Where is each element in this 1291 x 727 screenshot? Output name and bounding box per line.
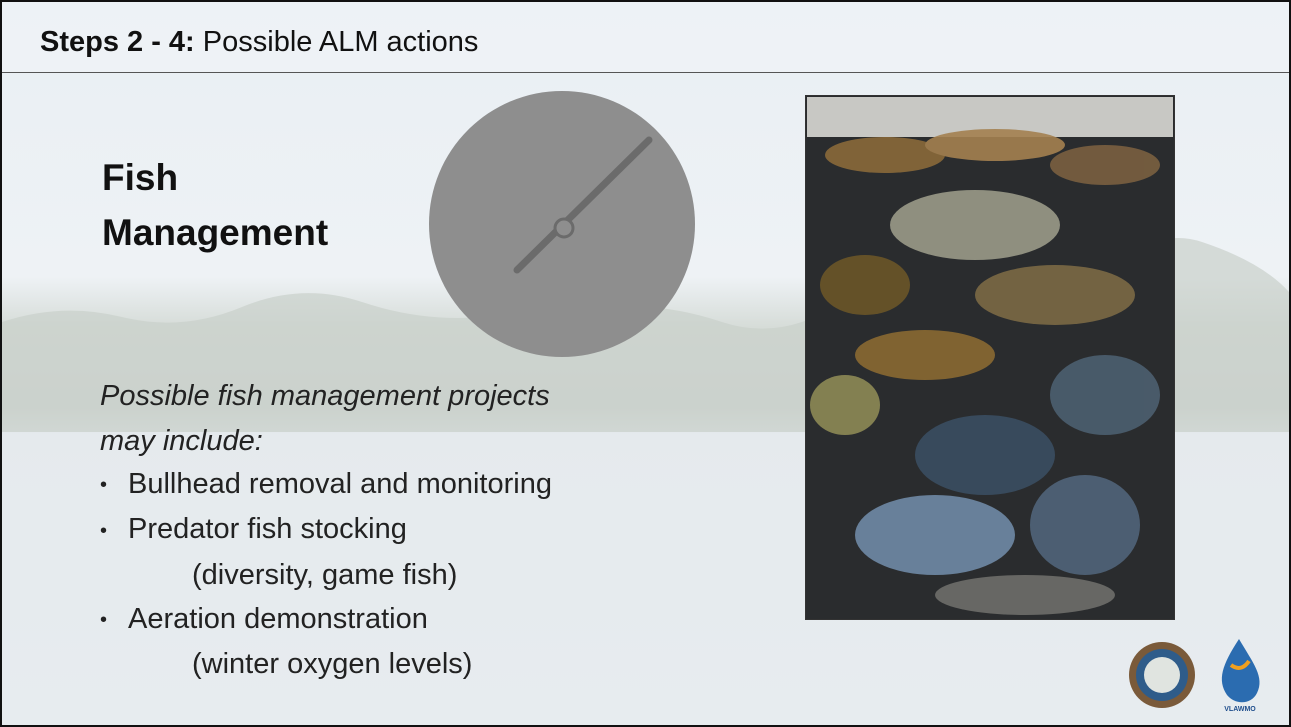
intro-text: Possible fish management projects may in… bbox=[100, 374, 550, 464]
header: Steps 2 - 4: Possible ALM actions bbox=[2, 2, 1289, 73]
heading-line: Fish bbox=[102, 150, 328, 205]
slide: Steps 2 - 4: Possible ALM actions Fish M… bbox=[0, 0, 1291, 727]
intro-line: may include: bbox=[100, 419, 550, 464]
gauge-icon bbox=[427, 90, 697, 360]
intro-line: Possible fish management projects bbox=[100, 374, 550, 419]
slide-title: Steps 2 - 4: Possible ALM actions bbox=[40, 28, 478, 57]
heading: Fish Management bbox=[102, 150, 328, 260]
title-bold: Steps 2 - 4: bbox=[40, 26, 195, 58]
bullet-item: Bullhead removal and monitoring bbox=[100, 462, 552, 507]
bullet-text: Aeration demonstration bbox=[128, 603, 428, 635]
bullet-detail: (winter oxygen levels) bbox=[100, 642, 552, 686]
bullet-text: Bullhead removal and monitoring bbox=[128, 468, 552, 500]
fish-photo bbox=[805, 95, 1175, 620]
bullet-text: Predator fish stocking bbox=[128, 513, 407, 545]
logos: VLAWMO bbox=[1127, 635, 1277, 715]
heading-line: Management bbox=[102, 205, 328, 260]
bullet-item: Aeration demonstration (winter oxygen lev… bbox=[100, 597, 552, 686]
bullet-detail: (diversity, game fish) bbox=[100, 553, 552, 597]
bullet-item: Predator fish stocking (diversity, game f… bbox=[100, 507, 552, 596]
title-rest: Possible ALM actions bbox=[203, 26, 479, 58]
logo-caption: VLAWMO bbox=[1224, 706, 1256, 713]
bullet-list: Bullhead removal and monitoring Predator … bbox=[100, 462, 552, 686]
